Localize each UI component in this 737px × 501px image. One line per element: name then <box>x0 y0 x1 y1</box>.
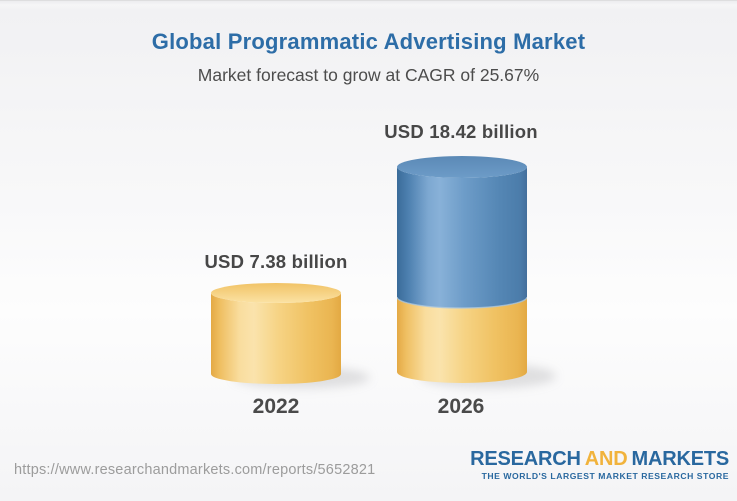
bar-2026-growth-segment <box>397 167 527 308</box>
value-label-2022: USD 7.38 billion <box>204 251 348 272</box>
page-title: Global Programmatic Advertising Market <box>151 29 586 54</box>
bar-2026-top-cap <box>397 156 527 178</box>
research-and-markets-logo: RESEARCH AND MARKETS THE WORLD'S LARGEST M… <box>470 449 729 481</box>
logo-wordmark: RESEARCH AND MARKETS <box>470 449 729 469</box>
report-url: https://www.researchandmarkets.com/repor… <box>14 462 376 478</box>
bar-2026-segment-boundary-highlight <box>397 296 527 309</box>
chart-subtitle: Market forecast to grow at CAGR of 25.67… <box>197 65 540 85</box>
bar-2022-top-cap <box>211 283 341 303</box>
x-axis-label-2022: 2022 <box>252 395 300 418</box>
bar-2026-base-segment <box>397 297 527 383</box>
value-label-2026: USD 18.42 billion <box>384 121 538 142</box>
logo-word-and: AND <box>584 448 628 470</box>
logo-word-research: RESEARCH <box>470 448 581 470</box>
bar-2022-body <box>211 293 341 384</box>
bar-2026-cylinder <box>397 156 527 383</box>
logo-word-markets: MARKETS <box>631 448 730 470</box>
bar-2022-cylinder <box>211 283 341 384</box>
x-axis-label-2026: 2026 <box>437 395 485 418</box>
logo-tagline: THE WORLD'S LARGEST MARKET RESEARCH STOR… <box>481 471 729 481</box>
